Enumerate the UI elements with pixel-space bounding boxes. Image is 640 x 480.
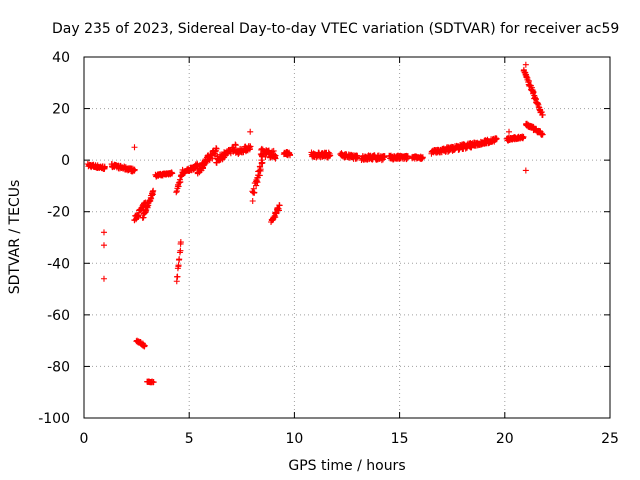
data-point bbox=[354, 152, 361, 159]
data-point bbox=[256, 172, 263, 179]
data-point bbox=[493, 135, 500, 142]
grid-layer bbox=[84, 57, 610, 418]
data-point bbox=[135, 213, 142, 220]
data-point bbox=[539, 131, 546, 138]
data-point bbox=[259, 159, 266, 166]
data-point bbox=[100, 275, 107, 282]
data-point bbox=[100, 229, 107, 236]
y-axis-label: SDTVAR / TECUs bbox=[7, 180, 23, 295]
y-tick-label: -40 bbox=[47, 256, 70, 272]
data-point bbox=[530, 88, 537, 95]
data-point bbox=[326, 152, 333, 159]
y-tick-label: -20 bbox=[47, 205, 70, 221]
y-tick-label: 20 bbox=[52, 102, 70, 118]
data-point bbox=[524, 74, 531, 81]
data-point bbox=[174, 273, 181, 280]
data-point bbox=[175, 262, 182, 269]
data-point bbox=[287, 152, 294, 159]
data-point bbox=[131, 166, 138, 173]
data-point bbox=[173, 189, 180, 196]
data-point bbox=[247, 128, 254, 135]
chart-title: Day 235 of 2023, Sidereal Day-to-day VTE… bbox=[52, 21, 619, 37]
data-point bbox=[251, 189, 258, 196]
x-axis-label: GPS time / hours bbox=[288, 458, 405, 474]
data-point bbox=[141, 342, 148, 349]
x-tick-label: 20 bbox=[496, 431, 514, 447]
data-point bbox=[177, 239, 184, 246]
data-point bbox=[141, 210, 148, 217]
axis-ticks bbox=[83, 56, 611, 419]
data-point bbox=[232, 142, 239, 149]
data-point bbox=[276, 202, 283, 209]
data-point bbox=[169, 170, 176, 177]
x-tick-label: 25 bbox=[601, 431, 619, 447]
y-tick-label: -80 bbox=[47, 359, 70, 375]
data-point bbox=[247, 143, 254, 150]
data-point bbox=[522, 167, 529, 174]
data-point bbox=[101, 163, 108, 170]
data-point bbox=[257, 166, 264, 173]
data-point bbox=[258, 160, 265, 167]
data-point bbox=[419, 154, 426, 161]
data-points bbox=[84, 61, 546, 386]
data-point bbox=[404, 153, 411, 160]
data-point bbox=[520, 133, 527, 140]
data-point bbox=[175, 179, 182, 186]
x-tick-label: 15 bbox=[391, 431, 409, 447]
data-point bbox=[249, 198, 256, 205]
data-point bbox=[522, 61, 529, 68]
x-tick-labels: 0 5 10 15 20 25 bbox=[80, 431, 619, 447]
data-point bbox=[506, 128, 513, 135]
data-point bbox=[176, 256, 183, 263]
data-point bbox=[100, 242, 107, 249]
data-point bbox=[262, 153, 269, 160]
y-tick-labels: -100 -80 -60 -40 -20 0 20 40 bbox=[38, 50, 70, 427]
y-tick-label: 0 bbox=[61, 153, 70, 169]
data-point bbox=[176, 176, 183, 183]
plot-frame bbox=[83, 56, 611, 419]
data-point bbox=[150, 379, 157, 386]
y-tick-label: -60 bbox=[47, 308, 70, 324]
y-tick-label: 40 bbox=[52, 50, 70, 66]
data-point bbox=[539, 111, 546, 118]
data-point bbox=[131, 144, 138, 151]
y-tick-label: -100 bbox=[38, 411, 70, 427]
data-point bbox=[150, 187, 157, 194]
x-tick-label: 10 bbox=[285, 431, 303, 447]
x-tick-label: 5 bbox=[185, 431, 194, 447]
data-point bbox=[535, 101, 542, 108]
data-point bbox=[493, 135, 500, 142]
x-tick-label: 0 bbox=[80, 431, 89, 447]
data-point bbox=[272, 155, 279, 162]
data-point bbox=[253, 182, 260, 189]
data-point bbox=[275, 207, 282, 214]
data-point bbox=[177, 247, 184, 254]
data-point bbox=[213, 145, 220, 152]
